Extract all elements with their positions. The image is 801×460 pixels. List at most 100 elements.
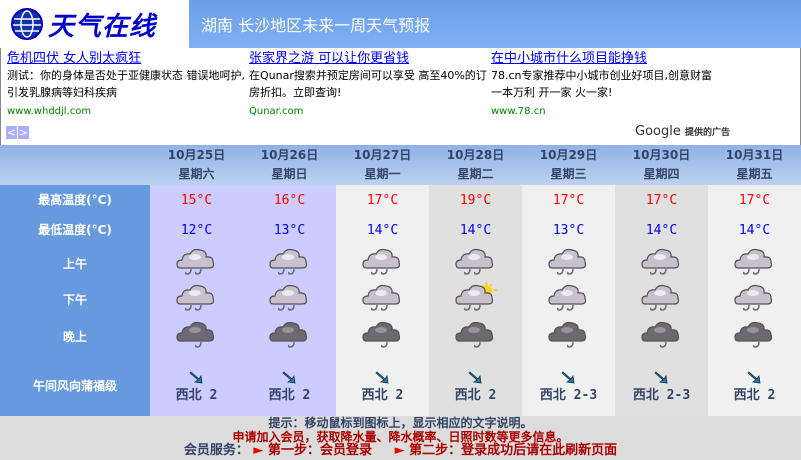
max-temp: 17°C [615, 185, 708, 215]
ad-url[interactable]: www.whddjl.com [7, 106, 92, 117]
date: 10月26日 [260, 148, 319, 162]
weather-cell [615, 282, 708, 318]
date: 10月27日 [353, 148, 412, 162]
row-min: 最低温度(°C) 12°C 13°C 14°C 14°C 13°C 14°C 14°C [0, 215, 801, 245]
light-rain-icon[interactable] [454, 244, 498, 284]
ad-title-link[interactable]: 张家界之游 可以让你更省钱 [249, 51, 410, 66]
logo[interactable]: 天气在线 [0, 0, 189, 48]
weather-cell [150, 282, 243, 318]
wind-arrow-icon[interactable] [746, 370, 763, 384]
row-pm: 下午 [0, 282, 801, 318]
ad-prev-button[interactable]: < [6, 126, 17, 139]
min-temp: 14°C [708, 215, 801, 245]
weather-cell [150, 245, 243, 282]
ad-title-link[interactable]: 危机四伏 女人别太疯狂 [7, 51, 142, 66]
day-header: 10月29日 星期三 [522, 145, 615, 185]
wind-cell: 西北 2-3 [615, 356, 708, 416]
max-temp: 19°C [429, 185, 522, 215]
wind-value: 西北 2 [733, 387, 776, 403]
ad-description: 78.cn专家推荐中小城市创业好项目,创意财富一本万利 开一家 火一家! [491, 69, 713, 99]
dark-rain-icon[interactable] [733, 317, 777, 357]
ad-next-button[interactable]: > [18, 126, 29, 139]
min-temp: 14°C [615, 215, 708, 245]
login-link[interactable]: 第一步：会员登录 [267, 443, 372, 458]
light-rain-icon[interactable] [175, 244, 219, 284]
row-label: 上午 [0, 245, 150, 282]
light-rain-icon[interactable] [361, 280, 405, 320]
day-header: 10月30日 星期四 [615, 145, 708, 185]
day-header: 10月28日 星期二 [429, 145, 522, 185]
wind-value: 西北 2-3 [539, 387, 598, 403]
light-rain-icon[interactable] [268, 244, 312, 284]
row-label: 最低温度(°C) [0, 215, 150, 245]
max-temp: 17°C [708, 185, 801, 215]
light-rain-icon[interactable] [361, 244, 405, 284]
wind-arrow-icon[interactable] [560, 370, 577, 384]
date: 10月28日 [446, 148, 505, 162]
sun-rain-icon[interactable] [454, 280, 498, 320]
weather-cell [615, 245, 708, 282]
wind-cell: 西北 2-3 [522, 356, 615, 416]
ad-title-link[interactable]: 在中小城市什么项目能挣钱 [491, 51, 648, 66]
weather-cell [522, 318, 615, 356]
wind-value: 西北 2 [175, 387, 218, 403]
wind-arrow-icon[interactable] [653, 370, 670, 384]
light-rain-icon[interactable] [733, 244, 777, 284]
ad-url[interactable]: www.78.cn [491, 106, 546, 117]
weather-cell [429, 282, 522, 318]
ad-item: 在中小城市什么项目能挣钱 78.cn专家推荐中小城市创业好项目,创意财富一本万利… [491, 50, 721, 120]
max-temp: 17°C [336, 185, 429, 215]
dark-rain-icon[interactable] [361, 317, 405, 357]
min-temp: 13°C [243, 215, 336, 245]
light-rain-icon[interactable] [733, 280, 777, 320]
dark-rain-icon[interactable] [640, 317, 684, 357]
ad-description: 在Qunar搜索并预定房间可以享受 高至40%的订房折扣。立即查询! [249, 69, 487, 99]
ad-nav: < > [6, 126, 29, 139]
weather-cell [336, 282, 429, 318]
ad-url[interactable]: Qunar.com [249, 106, 304, 117]
ad-section: 危机四伏 女人别太疯狂 测试：你的身体是否处于亚健康状态 错误地呵护,引发乳腺病… [0, 48, 801, 145]
weekday: 星期五 [736, 167, 773, 181]
max-temp: 16°C [243, 185, 336, 215]
wind-arrow-icon[interactable] [374, 370, 391, 384]
weekday: 星期日 [271, 167, 308, 181]
google-ads-label[interactable]: Google 提供的广告 [635, 124, 730, 139]
member-service-label: 会员服务： [183, 443, 249, 458]
light-rain-icon[interactable] [547, 280, 591, 320]
row-max: 最高温度(°C) 15°C 16°C 17°C 19°C 17°C 17°C 17°C [0, 185, 801, 215]
wind-arrow-icon[interactable] [281, 370, 298, 384]
weekday: 星期一 [364, 167, 401, 181]
dark-rain-icon[interactable] [454, 317, 498, 357]
light-rain-icon[interactable] [268, 280, 312, 320]
row-label: 下午 [0, 282, 150, 318]
row-am: 上午 [0, 245, 801, 282]
weather-cell [243, 282, 336, 318]
light-rain-icon[interactable] [640, 244, 684, 284]
weather-cell [336, 245, 429, 282]
wind-cell: 西北 2 [150, 356, 243, 416]
wind-cell: 西北 2 [429, 356, 522, 416]
row-wind: 午间风向 蒲福级 西北 2 西北 2 西北 2 西北 2 西北 2-3 西北 2-3 西北 2 [0, 356, 801, 416]
globe-icon [11, 8, 43, 40]
date: 10月30日 [632, 148, 691, 162]
dark-rain-icon[interactable] [175, 317, 219, 357]
row-label-text: 午间风向 [32, 379, 81, 393]
weekday: 星期六 [178, 167, 215, 181]
wind-arrow-icon[interactable] [188, 370, 205, 384]
min-temp: 14°C [429, 215, 522, 245]
join-member-text[interactable]: 申请加入会员，获取降水量、降水概率、日照时数等更多信息。 [232, 430, 569, 444]
refresh-link[interactable]: 第二步：登录成功后请在此刷新页面 [409, 443, 618, 458]
weather-cell [708, 245, 801, 282]
dark-rain-icon[interactable] [547, 317, 591, 357]
corner-cell [0, 145, 150, 185]
light-rain-icon[interactable] [640, 280, 684, 320]
light-rain-icon[interactable] [547, 244, 591, 284]
logo-text: 天气在线 [48, 11, 157, 42]
min-temp: 14°C [336, 215, 429, 245]
light-rain-icon[interactable] [175, 280, 219, 320]
dark-rain-icon[interactable] [268, 317, 312, 357]
max-temp: 15°C [150, 185, 243, 215]
weekday: 星期三 [550, 167, 587, 181]
wind-arrow-icon[interactable] [467, 370, 484, 384]
google-label: 提供的广告 [684, 128, 730, 138]
